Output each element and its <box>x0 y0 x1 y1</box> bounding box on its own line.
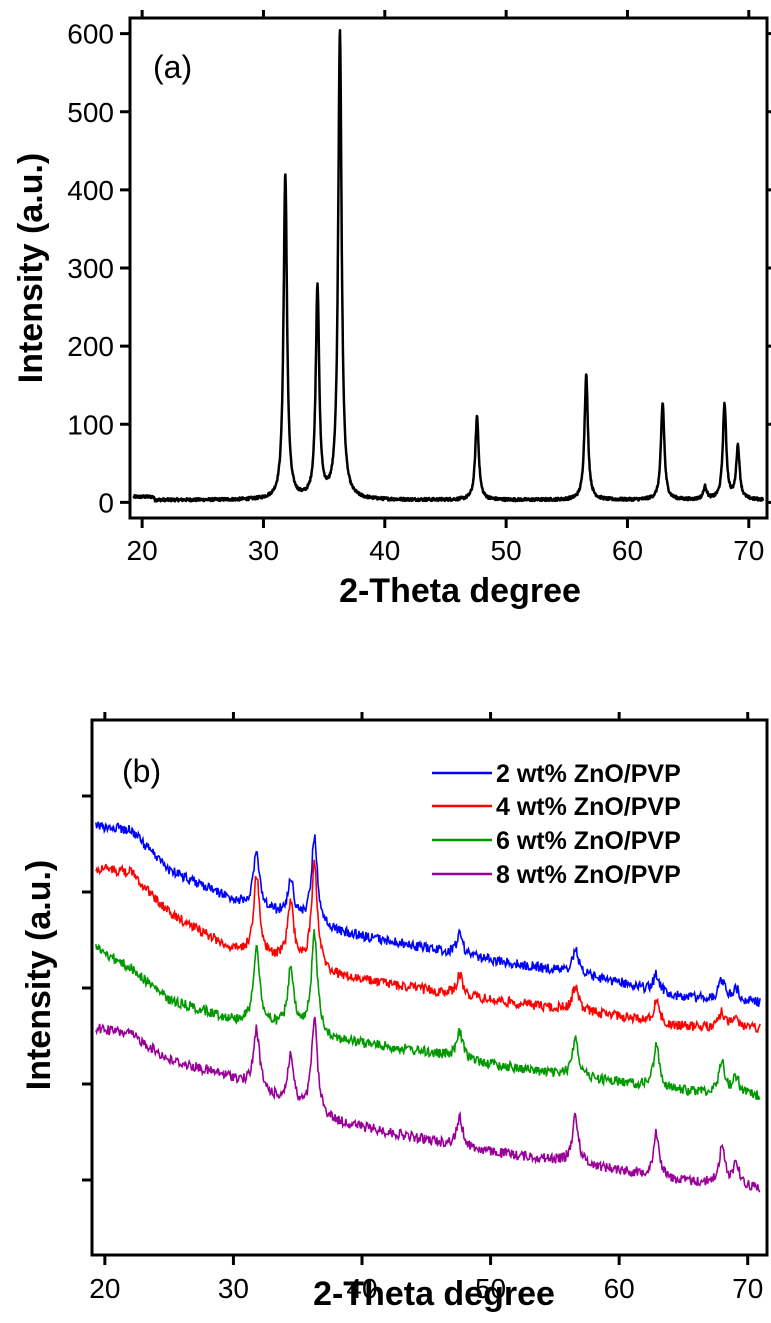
series-6wt-line <box>95 929 761 1101</box>
a-y-tick-label: 500 <box>67 97 114 128</box>
legend-label-6wt: 6 wt% ZnO/PVP <box>496 827 681 855</box>
legend-label-2wt: 2 wt% ZnO/PVP <box>496 760 681 788</box>
series-2wt-line <box>95 821 761 1007</box>
b-x-tick-label: 70 <box>732 1273 763 1304</box>
panel-b-ticks <box>82 712 750 1265</box>
panel-b-y-axis-title: Intensity (a.u.) <box>20 860 58 1090</box>
a-y-tick-label: 0 <box>98 487 114 518</box>
series-8wt-line <box>95 1016 761 1193</box>
panel-b-legend: 2 wt% ZnO/PVP 4 wt% ZnO/PVP 6 wt% ZnO/PV… <box>432 760 681 889</box>
panel-a-xrd-series <box>132 28 765 503</box>
a-x-tick-label: 60 <box>612 535 643 566</box>
panel-a-y-axis-title: Intensity (a.u.) <box>12 153 50 383</box>
legend-label-8wt: 8 wt% ZnO/PVP <box>496 861 681 889</box>
b-x-tick-label: 50 <box>475 1273 506 1304</box>
b-x-tick-label: 30 <box>218 1273 249 1304</box>
a-y-tick-label: 600 <box>67 19 114 50</box>
panel-b-label: (b) <box>122 753 161 789</box>
panel-b-series-lines <box>95 821 761 1193</box>
a-y-tick-label: 100 <box>67 409 114 440</box>
panel-b-x-tick-labels: 20 30 40 50 60 70 <box>89 1273 763 1304</box>
a-x-tick-label: 40 <box>369 535 400 566</box>
a-x-tick-label: 70 <box>733 535 764 566</box>
panel-a-x-tick-labels: 20 30 40 50 60 70 <box>127 535 765 566</box>
panel-a-plot-frame <box>128 16 769 520</box>
a-y-tick-label: 400 <box>67 175 114 206</box>
a-x-tick-label: 20 <box>127 535 158 566</box>
a-x-tick-label: 30 <box>248 535 279 566</box>
b-x-tick-label: 40 <box>346 1273 377 1304</box>
a-y-tick-label: 200 <box>67 331 114 362</box>
series-4wt-line <box>95 859 761 1034</box>
panel-a-label: (a) <box>153 49 192 85</box>
b-x-tick-label: 20 <box>89 1273 120 1304</box>
panel-a-chart: 0 100 200 300 400 500 600 20 30 40 50 60 70 (a) 2-T… <box>12 10 771 610</box>
panel-a-x-axis-title: 2-Theta degree <box>339 572 581 610</box>
panel-a-y-tick-labels: 0 100 200 300 400 500 600 <box>67 19 114 519</box>
a-x-tick-label: 50 <box>491 535 522 566</box>
legend-label-4wt: 4 wt% ZnO/PVP <box>496 793 681 821</box>
panel-b-chart: 20 30 40 50 60 70 (b) 2 wt% ZnO/PVP 4 wt% ZnO… <box>20 712 769 1313</box>
panel-a-ticks <box>120 10 771 528</box>
a-y-tick-label: 300 <box>67 253 114 284</box>
b-x-tick-label: 60 <box>604 1273 635 1304</box>
panel-b-x-axis-title: 2-Theta degree <box>313 1275 555 1313</box>
